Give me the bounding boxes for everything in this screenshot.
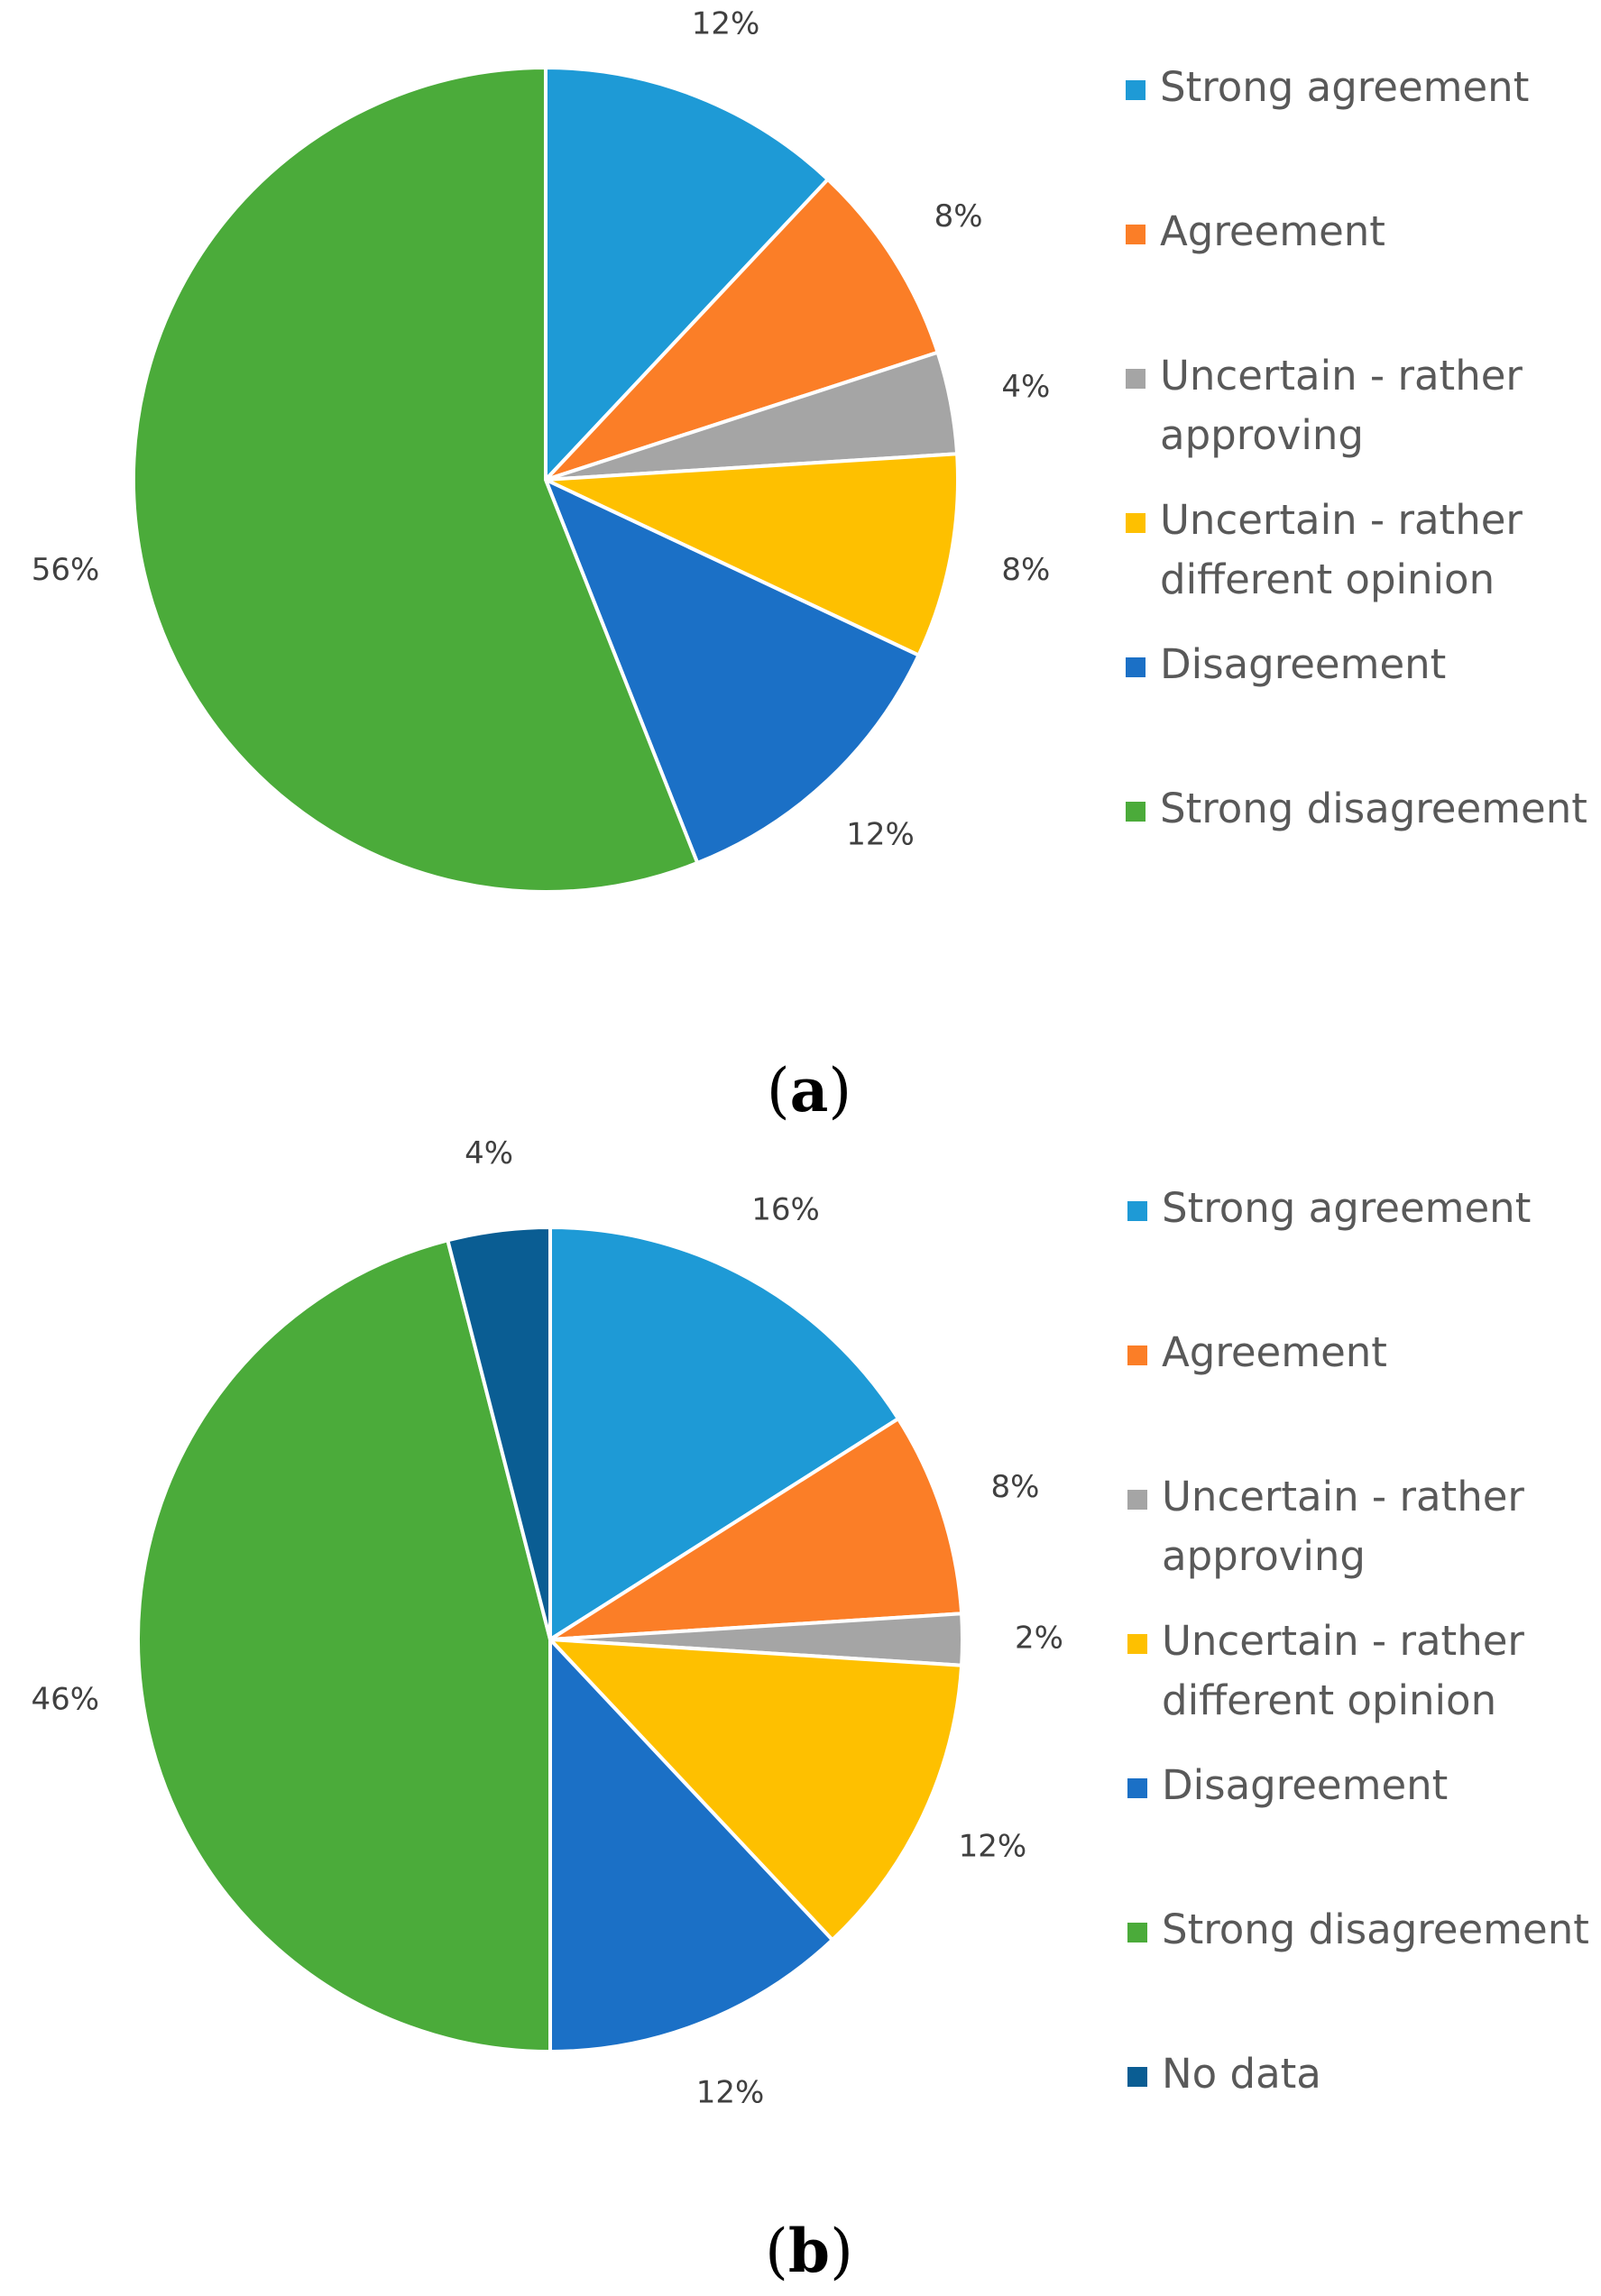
pie-a-data-label: 4% — [1001, 369, 1050, 405]
legend-item: Disagreement — [1127, 1761, 1448, 1809]
pie-a-data-label: 8% — [1001, 552, 1050, 588]
pie-a-slice-strong-disagreement — [132, 66, 700, 894]
legend-swatch — [1126, 802, 1146, 822]
legend-item: Uncertain - rather approving — [1126, 352, 1523, 459]
legend-swatch — [1127, 1345, 1147, 1365]
legend-label: Strong disagreement — [1162, 1906, 1589, 1953]
pie-a-data-label: 8% — [934, 198, 983, 234]
pie-a-data-label: 12% — [692, 6, 760, 42]
legend-label: Uncertain - rather — [1162, 1473, 1524, 1520]
legend-swatch — [1126, 369, 1146, 389]
pie-a-data-label: 12% — [846, 817, 915, 853]
legend-swatch — [1127, 1201, 1147, 1221]
legend-swatch — [1127, 1634, 1147, 1654]
legend-label: Disagreement — [1160, 640, 1446, 688]
pie-b-data-label: 2% — [1015, 1621, 1063, 1657]
legend-label: approving — [1162, 1532, 1366, 1580]
legend-item: Agreement — [1126, 207, 1385, 255]
pie-b-slice-disagreement — [548, 1638, 834, 2053]
legend-swatch — [1126, 657, 1146, 677]
legend-label: different opinion — [1160, 556, 1495, 603]
legend-label: Agreement — [1160, 207, 1385, 255]
legend-item: Uncertain - rather approving — [1127, 1473, 1524, 1580]
legend-label: Disagreement — [1162, 1761, 1448, 1809]
legend-label: Strong agreement — [1162, 1184, 1531, 1232]
legend-item: Strong disagreement — [1126, 785, 1587, 832]
legend-item: Strong agreement — [1127, 1184, 1531, 1232]
legend-swatch — [1126, 225, 1146, 244]
legend-item: Strong disagreement — [1127, 1906, 1589, 1953]
pie-b-data-label: 4% — [465, 1135, 513, 1171]
pie-a-legend: Strong agreement Agreement Uncertain - rat… — [1126, 63, 1587, 832]
legend-label: Strong agreement — [1160, 63, 1529, 111]
pie-b-data-label: 46% — [32, 1681, 100, 1717]
legend-label: approving — [1160, 411, 1364, 459]
caption-a: (a) — [767, 1055, 851, 1125]
pie-b-slice-strong-disagreement — [136, 1238, 552, 2053]
legend-item: Strong agreement — [1126, 63, 1529, 111]
legend-item: Uncertain - rather different opinion — [1127, 1617, 1524, 1724]
legend-item: Agreement — [1127, 1328, 1387, 1376]
legend-label: different opinion — [1162, 1676, 1496, 1724]
legend-label: Strong disagreement — [1160, 785, 1587, 832]
legend-label: Uncertain - rather — [1162, 1617, 1524, 1665]
legend-swatch — [1126, 80, 1146, 100]
legend-item: Disagreement — [1126, 640, 1446, 688]
pie-b-data-label: 16% — [751, 1192, 820, 1228]
pie-b-legend: Strong agreement Agreement Uncertain - rat… — [1127, 1184, 1589, 2098]
legend-swatch — [1127, 2067, 1147, 2087]
pie-a-slice-uncertain-rather-different-opinion — [544, 452, 960, 657]
pie-a-data-label: 56% — [32, 552, 100, 588]
legend-swatch — [1126, 513, 1146, 533]
legend-swatch — [1127, 1923, 1147, 1942]
pie-chart-b: 16% 8% 2% 12% 12% 46% 4% Strong agreement Agreem… — [32, 1135, 1589, 2286]
legend-item: Uncertain - rather different opinion — [1126, 496, 1523, 603]
legend-label: No data — [1162, 2050, 1321, 2098]
legend-item: No data — [1127, 2050, 1321, 2098]
legend-label: Agreement — [1162, 1328, 1387, 1376]
pie-b-slice-agreement — [548, 1417, 964, 1641]
legend-swatch — [1127, 1778, 1147, 1798]
pie-chart-a: 12% 8% 4% 8% 12% 56% Strong agreement Agreement… — [32, 6, 1587, 1125]
pie-b-data-label: 12% — [696, 2074, 765, 2110]
pie-a-slice-disagreement — [544, 478, 921, 865]
legend-swatch — [1127, 1490, 1147, 1510]
pie-a-slice-agreement — [544, 177, 940, 482]
legend-label: Uncertain - rather — [1160, 496, 1523, 544]
pie-b-slice-no-data — [446, 1226, 552, 1641]
pie-b-slice-uncertain-rather-different-opinion — [548, 1638, 964, 1942]
legend-label: Uncertain - rather — [1160, 352, 1523, 400]
pie-b-data-label: 12% — [959, 1828, 1027, 1864]
caption-b: (b) — [765, 2216, 853, 2286]
pie-a-slice-strong-agreement — [544, 66, 830, 482]
pie-b-data-label: 8% — [991, 1469, 1040, 1505]
pie-b-slice-strong-agreement — [548, 1226, 900, 1641]
